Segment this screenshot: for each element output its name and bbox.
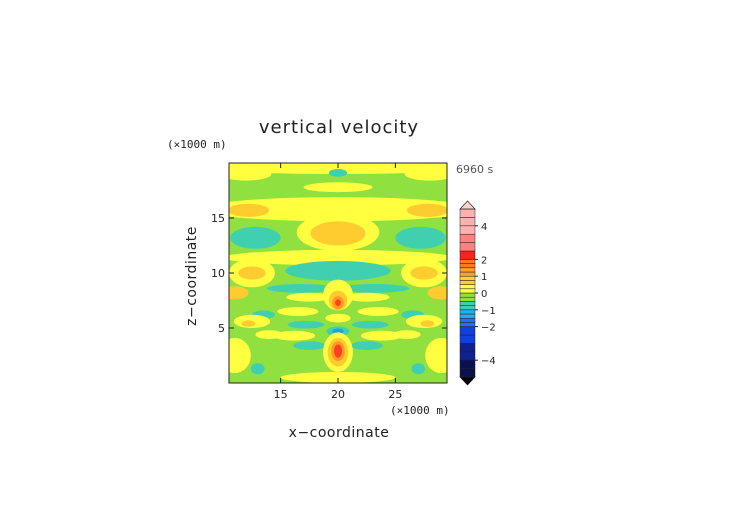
contour-region (395, 226, 446, 249)
contour-region (343, 292, 390, 302)
contour-region (229, 167, 272, 181)
colorbar-band (459, 326, 476, 336)
contour-region (280, 372, 396, 383)
contour-region (229, 337, 251, 374)
colorbar-band (459, 233, 476, 243)
y-tick-label: 15 (211, 212, 225, 225)
x-tick-label: 25 (388, 388, 402, 401)
y-unit-label: (×1000 m) (167, 138, 227, 151)
contour-region (250, 363, 265, 375)
colorbar-band (459, 343, 476, 353)
plot-area: 15 20 25 5 10 15 (211, 162, 448, 401)
contour-region (229, 203, 270, 217)
colorbar-tick-label: −4 (481, 356, 496, 367)
y-ticks: 5 10 15 (211, 212, 447, 335)
contour-region (303, 182, 373, 193)
contour-region (350, 341, 383, 350)
contour-region (333, 344, 343, 358)
colorbar-band (459, 301, 476, 306)
x-ticks: 15 20 25 (274, 163, 402, 401)
colorbar-band (459, 322, 476, 327)
colorbar-min-extend (459, 376, 476, 386)
colorbar-band (459, 317, 476, 323)
colorbar-band (459, 351, 476, 361)
contour-region (410, 266, 438, 280)
contour-region (340, 284, 410, 293)
colorbar-tick-label: 2 (481, 255, 487, 266)
colorbar-band (459, 313, 476, 319)
contour-region (230, 226, 281, 249)
contour-region (425, 337, 447, 374)
colorbar-band (459, 250, 476, 260)
contour-region (229, 197, 447, 222)
y-tick-label: 5 (218, 322, 225, 335)
chart-title: vertical velocity (259, 117, 419, 138)
contour-region (310, 221, 366, 246)
contour-region (360, 330, 403, 341)
colorbar-tick-label: 0 (481, 289, 487, 300)
contour-region (393, 330, 421, 339)
colorbar-band (459, 288, 476, 294)
x-tick-label: 20 (331, 388, 345, 401)
velocity-field (229, 163, 447, 383)
colorbar-band (459, 267, 476, 273)
contour-region (406, 203, 447, 217)
colorbar-band (459, 217, 476, 227)
colorbar-tick-label: −1 (481, 306, 496, 317)
colorbar-band (459, 225, 476, 235)
contour-region (285, 260, 391, 281)
colorbar-band (459, 208, 476, 218)
colorbar-band (459, 305, 476, 311)
contour-region (325, 313, 351, 323)
contour-region (293, 341, 326, 350)
contour-region (404, 167, 447, 181)
contour-region (411, 363, 426, 375)
contour-region (286, 292, 333, 302)
colorbar-tick-label: 1 (481, 272, 487, 283)
contour-region (420, 320, 435, 327)
contour-region (335, 299, 341, 307)
contour-region (238, 266, 266, 280)
colorbar-band (459, 309, 476, 315)
colorbar-band (459, 271, 476, 277)
colorbar-band (459, 359, 476, 369)
colorbar-tick-label: −2 (481, 323, 496, 334)
x-axis-label: x−coordinate (289, 425, 390, 441)
colorbar: 4 2 1 0 −1 −2 −4 (459, 200, 496, 386)
time-label: 6960 s (456, 163, 493, 176)
colorbar-band (459, 259, 476, 264)
contour-region (427, 286, 447, 300)
contour-region (357, 307, 399, 316)
y-tick-label: 10 (211, 267, 225, 280)
colorbar-band (459, 368, 476, 378)
contour-region (229, 286, 249, 300)
contour-region (241, 320, 256, 327)
contour-region (277, 307, 319, 316)
colorbar-band (459, 284, 476, 290)
x-tick-label: 15 (274, 388, 288, 401)
colorbar-band (459, 334, 476, 344)
contour-region (229, 163, 447, 174)
colorbar-band (459, 292, 476, 298)
colorbar-band (459, 280, 476, 285)
contour-region (332, 328, 344, 335)
colorbar-tick-label: 4 (481, 222, 487, 233)
colorbar-band (459, 275, 476, 281)
y-axis-label: z−coordinate (184, 226, 200, 326)
colorbar-max-extend (459, 200, 476, 210)
x-unit-label: (×1000 m) (390, 404, 450, 417)
contour-region (255, 330, 283, 339)
contour-region (287, 320, 325, 329)
colorbar-band (459, 263, 476, 269)
colorbar-band (459, 242, 476, 252)
contour-region (273, 330, 316, 341)
contour-region (328, 169, 348, 177)
contour-region (351, 320, 389, 329)
colorbar-band (459, 296, 476, 302)
contour-region (266, 284, 336, 293)
contour-region (229, 249, 447, 266)
